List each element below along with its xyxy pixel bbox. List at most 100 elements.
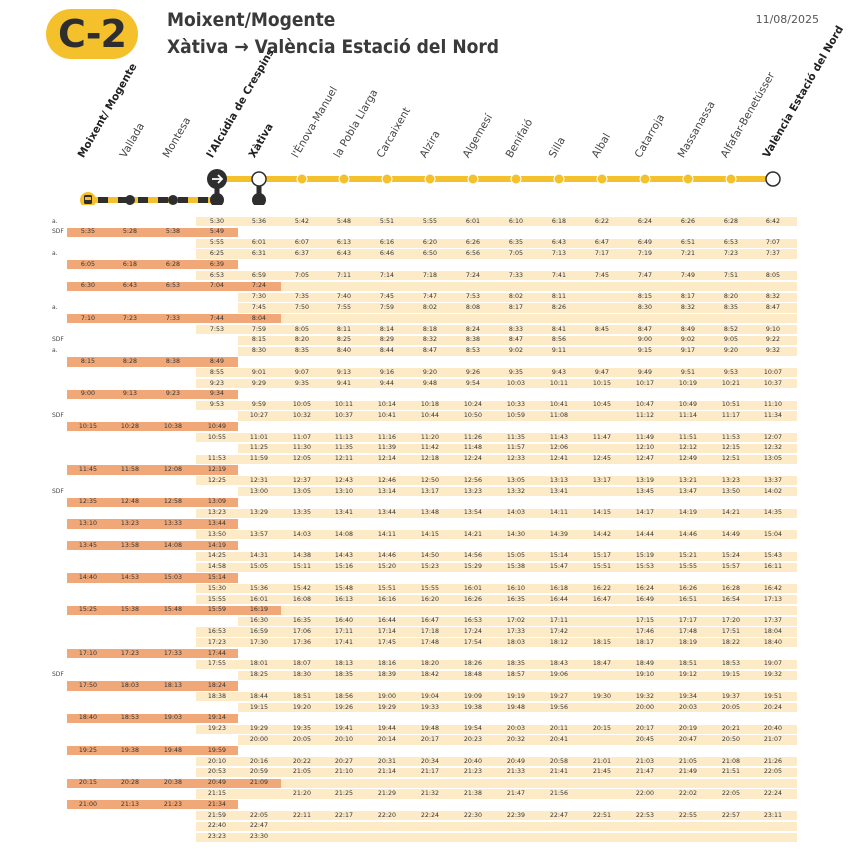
time-cell: 7:17 xyxy=(594,249,610,257)
time-cell: 18:48 xyxy=(463,671,483,679)
row-band xyxy=(196,238,797,248)
row-band xyxy=(196,638,797,648)
time-cell: 17:36 xyxy=(292,638,312,646)
time-cell: 15:21 xyxy=(678,552,698,560)
time-cell: 13:19 xyxy=(635,476,655,484)
time-cell: 22:53 xyxy=(635,811,655,819)
time-cell: 14:15 xyxy=(592,509,612,517)
time-cell: 17:17 xyxy=(678,617,698,625)
time-cell: 14:19 xyxy=(207,541,227,549)
time-cell: 20:03 xyxy=(678,703,698,711)
station-dot xyxy=(296,173,308,185)
time-cell: 21:51 xyxy=(721,768,741,776)
row-band-orange xyxy=(67,713,238,724)
row-band-orange xyxy=(238,281,281,292)
time-cell: 11:35 xyxy=(334,444,354,452)
station-label: València Estació del Nord xyxy=(760,23,847,161)
time-cell: 21:01 xyxy=(592,757,612,765)
time-cell: 6:53 xyxy=(209,271,225,279)
time-cell: 5:55 xyxy=(422,217,438,225)
time-cell: 11:51 xyxy=(678,433,698,441)
time-cell: 16:01 xyxy=(249,595,269,603)
time-cell: 9:02 xyxy=(680,336,696,344)
time-cell: 19:07 xyxy=(763,660,783,668)
time-cell: 18:51 xyxy=(292,692,312,700)
time-cell: 20:58 xyxy=(549,757,569,765)
time-cell: 11:26 xyxy=(463,433,483,441)
time-cell: 22:20 xyxy=(377,811,397,819)
time-cell: 8:11 xyxy=(551,293,567,301)
time-cell: 9:07 xyxy=(294,368,310,376)
row-band-orange xyxy=(67,541,238,551)
row-band xyxy=(238,778,797,788)
time-cell: 11:08 xyxy=(549,411,569,419)
time-cell: 13:21 xyxy=(678,476,698,484)
time-cell: 21:59 xyxy=(207,811,227,819)
time-cell: 13:23 xyxy=(120,519,140,527)
time-cell: 9:34 xyxy=(209,390,225,398)
row-band-orange xyxy=(67,465,238,475)
time-cell: 17:41 xyxy=(334,638,354,646)
time-cell: 10:11 xyxy=(549,379,569,387)
time-cell: 17:11 xyxy=(334,627,354,635)
time-cell: 12:35 xyxy=(78,498,98,506)
time-cell: 20:05 xyxy=(292,735,312,743)
time-cell: 16:20 xyxy=(420,595,440,603)
time-cell: 23:11 xyxy=(763,811,783,819)
time-cell: 20:16 xyxy=(249,757,269,765)
station-label: Xàtiva xyxy=(246,121,276,160)
station-label: la Pobla Llarga xyxy=(331,87,381,160)
time-cell: 16:24 xyxy=(635,584,655,592)
time-cell: 22:47 xyxy=(549,811,569,819)
time-cell: 18:51 xyxy=(678,660,698,668)
time-cell: 18:38 xyxy=(207,692,227,700)
time-cell: 13:17 xyxy=(592,476,612,484)
time-cell: 10:59 xyxy=(506,411,526,419)
time-cell: 19:59 xyxy=(207,746,227,754)
row-band xyxy=(196,530,797,540)
time-cell: 18:12 xyxy=(549,638,569,646)
time-cell: 16:54 xyxy=(721,595,741,603)
row-band-orange xyxy=(67,681,238,691)
time-cell: 7:59 xyxy=(379,303,395,311)
time-cell: 22:05 xyxy=(763,768,783,776)
time-cell: 21:26 xyxy=(763,757,783,765)
time-cell: 13:32 xyxy=(506,487,526,495)
time-cell: 16:08 xyxy=(292,595,312,603)
time-cell: 9:20 xyxy=(723,347,739,355)
time-cell: 9:20 xyxy=(422,368,438,376)
station-label: Vallada xyxy=(117,120,148,160)
time-cell: 13:00 xyxy=(249,487,269,495)
date-label: 11/08/2025 xyxy=(755,13,819,26)
row-band xyxy=(238,487,797,497)
time-cell: 18:57 xyxy=(506,671,526,679)
row-band-orange xyxy=(67,227,238,238)
time-cell: 8:32 xyxy=(680,303,696,311)
time-cell: 6:49 xyxy=(637,239,653,247)
time-cell: 15:11 xyxy=(292,563,312,571)
row-band xyxy=(196,832,797,842)
time-cell: 6:25 xyxy=(209,249,225,257)
station-dot xyxy=(338,173,350,185)
time-cell: 12:33 xyxy=(506,455,526,463)
time-cell: 6:20 xyxy=(422,239,438,247)
time-cell: 20:28 xyxy=(120,779,140,787)
time-cell: 15:05 xyxy=(249,563,269,571)
time-cell: 7:07 xyxy=(765,239,781,247)
time-cell: 7:53 xyxy=(209,325,225,333)
time-cell: 17:23 xyxy=(207,638,227,646)
time-cell: 19:56 xyxy=(549,703,569,711)
station-dot xyxy=(210,193,224,205)
time-cell: 20:19 xyxy=(678,725,698,733)
time-cell: 17:11 xyxy=(549,617,569,625)
time-cell: 13:23 xyxy=(207,509,227,517)
time-cell: 9:23 xyxy=(165,390,181,398)
time-cell: 9:17 xyxy=(680,347,696,355)
time-cell: 7:59 xyxy=(251,325,267,333)
row-band xyxy=(238,735,797,745)
time-cell: 6:10 xyxy=(508,217,524,225)
time-cell: 14:02 xyxy=(763,487,783,495)
time-cell: 14:44 xyxy=(635,530,655,538)
time-cell: 16:49 xyxy=(635,595,655,603)
time-cell: 8:49 xyxy=(680,325,696,333)
